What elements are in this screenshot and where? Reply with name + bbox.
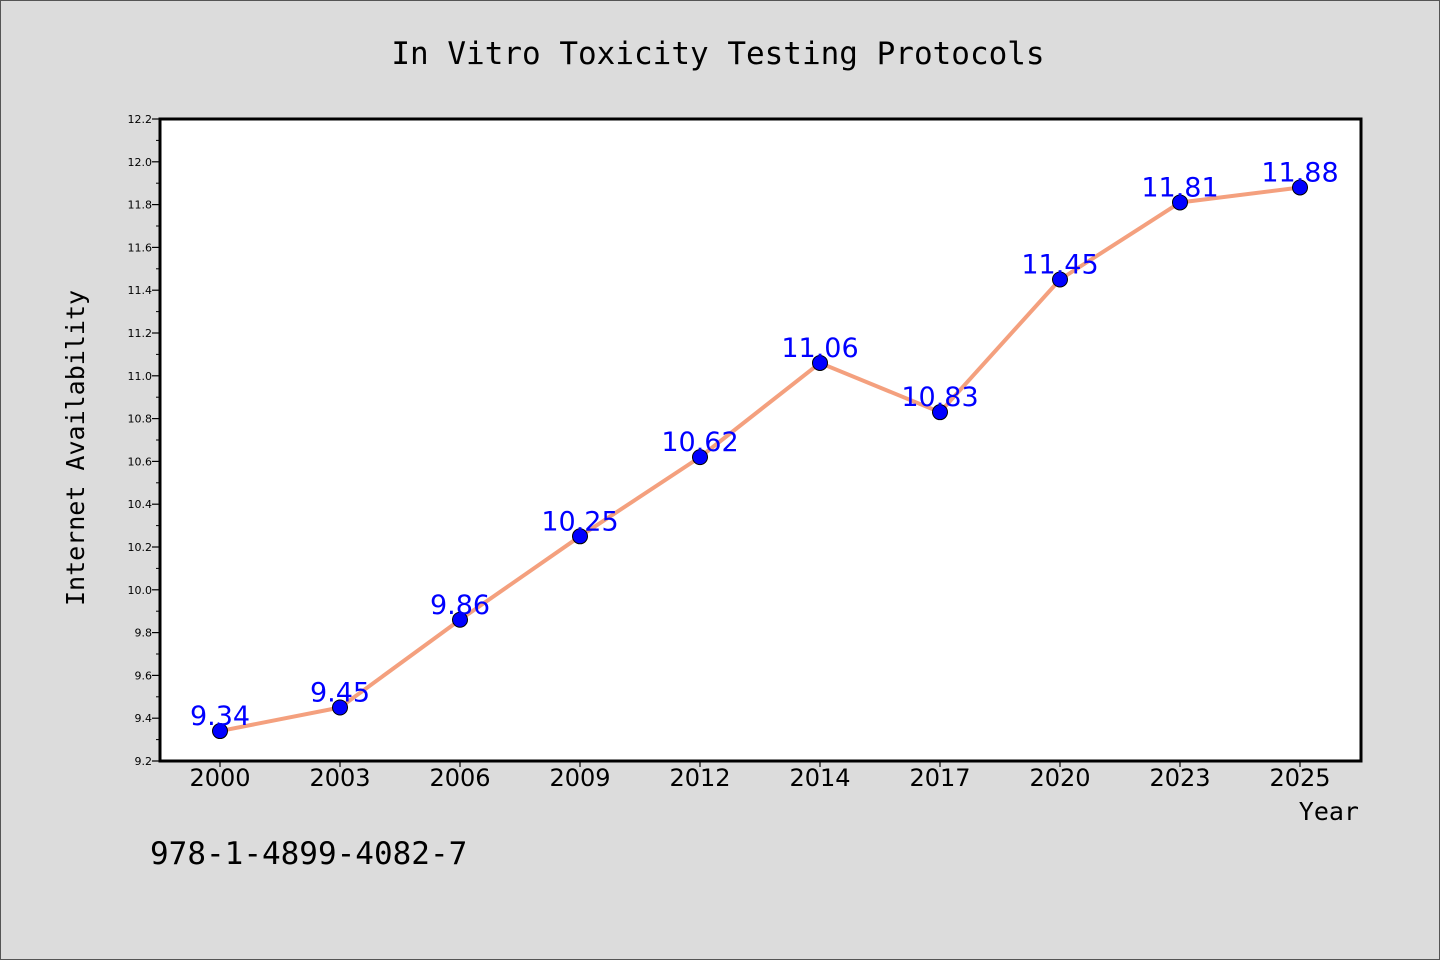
y-tick-label: 11.4 <box>128 284 153 297</box>
data-label: 9.34 <box>190 701 250 732</box>
data-point <box>1052 271 1068 288</box>
y-tick-label: 12.2 <box>128 113 153 126</box>
x-tick-label: 2020 <box>1029 764 1090 792</box>
y-tick-label: 11.6 <box>128 241 153 254</box>
data-label: 9.86 <box>430 590 490 621</box>
data-label: 11.06 <box>781 333 858 364</box>
data-label: 11.81 <box>1141 172 1218 203</box>
y-axis: 9.2 9.4 9.6 9.8 10.0 10.2 10.4 10.6 10.8 11.0 11.2… <box>128 113 160 768</box>
x-axis: 2000 2003 2006 2009 2012 2014 2017 2020 2023 2025 <box>189 761 1331 792</box>
y-tick-label: 9.6 <box>135 669 153 682</box>
data-point <box>812 354 828 371</box>
footer-code: 978-1-4899-4082-7 <box>150 836 467 872</box>
y-tick-label: 11.8 <box>128 199 153 212</box>
data-point <box>212 723 228 740</box>
y-tick-label: 9.8 <box>135 627 153 640</box>
chart-title: In Vitro Toxicity Testing Protocols <box>391 36 1044 72</box>
y-tick-label: 9.2 <box>135 755 153 768</box>
x-tick-label: 2025 <box>1269 764 1330 792</box>
x-tick-label: 2006 <box>429 764 490 792</box>
x-tick-label: 2023 <box>1149 764 1210 792</box>
data-point <box>692 449 708 466</box>
data-label: 10.62 <box>661 427 738 458</box>
data-label: 11.45 <box>1021 250 1098 281</box>
data-point <box>572 528 588 545</box>
y-tick-label: 10.4 <box>128 498 153 511</box>
x-tick-label: 2009 <box>549 764 610 792</box>
data-label: 10.25 <box>541 506 618 537</box>
x-tick-label: 2014 <box>789 764 850 792</box>
x-axis-label: Year <box>1299 797 1359 826</box>
y-tick-label: 10.6 <box>128 455 153 468</box>
y-tick-label: 11.0 <box>128 370 153 383</box>
data-point <box>1172 194 1188 211</box>
y-tick-label: 10.8 <box>128 413 153 426</box>
data-labels: 9.34 9.45 9.86 10.25 10.62 11.06 10.83 11.45 11.… <box>190 157 1339 732</box>
data-label: 11.88 <box>1261 157 1338 188</box>
data-point <box>452 611 468 628</box>
x-tick-label: 2000 <box>189 764 250 792</box>
series-line <box>219 185 1301 734</box>
y-axis-label: Internet Availability <box>61 290 90 606</box>
data-markers <box>212 179 1308 740</box>
y-tick-label: 10.0 <box>128 584 153 597</box>
data-point <box>332 699 348 716</box>
data-label: 10.83 <box>901 382 978 413</box>
y-tick-label: 9.4 <box>135 712 153 725</box>
x-tick-label: 2012 <box>669 764 730 792</box>
y-tick-label: 12.0 <box>128 156 153 169</box>
data-point <box>932 404 948 421</box>
plot-area <box>158 117 1363 763</box>
data-label: 9.45 <box>310 678 370 709</box>
x-tick-label: 2017 <box>909 764 970 792</box>
y-tick-label: 10.2 <box>128 541 153 554</box>
x-tick-label: 2003 <box>309 764 370 792</box>
y-tick-label: 11.2 <box>128 327 153 340</box>
data-point <box>1292 179 1308 196</box>
